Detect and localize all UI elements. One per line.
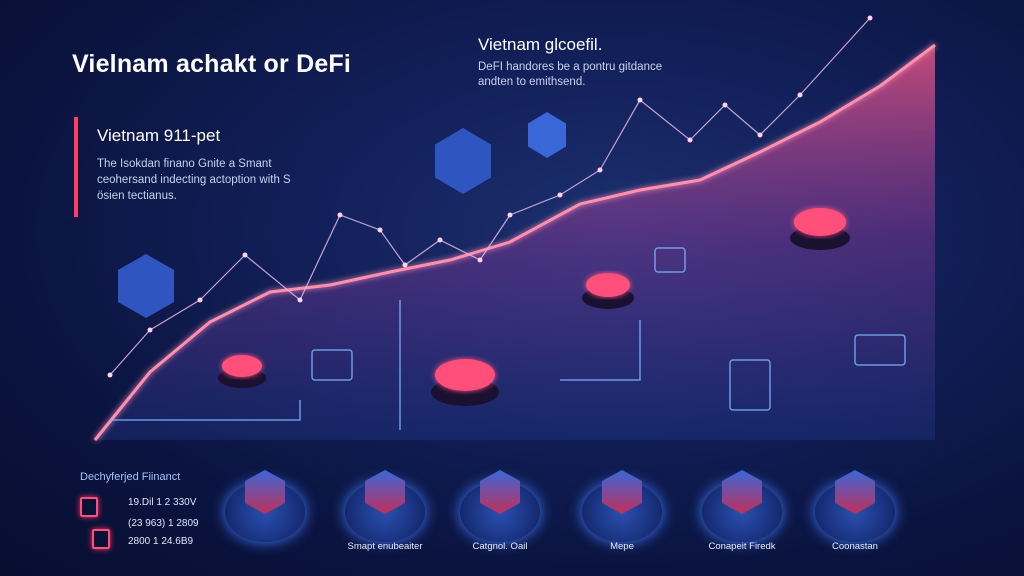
bottom-item-label: Catgnol. Oail [472, 541, 528, 552]
trend-point [197, 297, 203, 303]
right-panel-description: DeFI handores be a pontru gitdance andte… [478, 61, 663, 88]
trend-point [797, 92, 803, 98]
hexagon-icon-badge [365, 470, 405, 514]
coin-icon [790, 208, 850, 250]
trend-point [297, 297, 303, 303]
hexagon-icon-badge [602, 470, 642, 514]
hexagon-icon-badge [722, 470, 762, 514]
accent-bar [74, 117, 78, 217]
bottom-item-label: Coonastan [832, 541, 878, 552]
coin-buttons [218, 208, 850, 406]
legend-row: 2800 1 24.6B9 [128, 536, 194, 547]
page-title: Vielnam achakt or DeFi [72, 50, 352, 78]
section-title: Vietnam 911-pet [97, 126, 221, 145]
bottom-item-label: Conapeit Firedk [708, 541, 776, 552]
trend-point [757, 132, 763, 138]
bottom-item-label: Smapt enubeaiter [347, 541, 423, 552]
hexagon-icon-badge [480, 470, 520, 514]
coin-icon [431, 359, 499, 406]
trend-point [107, 372, 113, 378]
trend-point [867, 15, 873, 21]
trend-point [687, 137, 693, 143]
wallet-icon [92, 529, 110, 549]
trend-point [557, 192, 563, 198]
trend-point [242, 252, 248, 258]
coin-icon [218, 355, 266, 388]
trend-point [722, 102, 728, 108]
hexagon-icon-badge [435, 128, 491, 194]
circuit-panels [110, 247, 906, 430]
hexagon-icon-badge [835, 470, 875, 514]
hexagon-icon-badge [245, 470, 285, 514]
wallet-icon [80, 497, 98, 517]
trend-point [437, 237, 443, 243]
trend-point [597, 167, 603, 173]
trend-point [377, 227, 383, 233]
trend-point [337, 212, 343, 218]
trend-point [507, 212, 513, 218]
section-description: The Isokdan finano Gnite a Smant ceohers… [97, 158, 291, 202]
legend-title: Dechyferjed Fiinanct [80, 471, 181, 483]
trend-point [637, 97, 643, 103]
legend-row: 19.Dil 1 2 330V [128, 497, 197, 508]
coin-icon [582, 273, 634, 309]
trend-point [477, 257, 483, 263]
bottom-item-label: Mepe [610, 541, 634, 552]
area-edge-line [93, 43, 936, 441]
legend-row: (23 963) 1 2809 [128, 518, 199, 529]
trend-point [147, 327, 153, 333]
trend-point [402, 262, 408, 268]
glowing-area [95, 45, 935, 440]
right-panel-title: Vietnam glcoefil. [478, 35, 603, 54]
